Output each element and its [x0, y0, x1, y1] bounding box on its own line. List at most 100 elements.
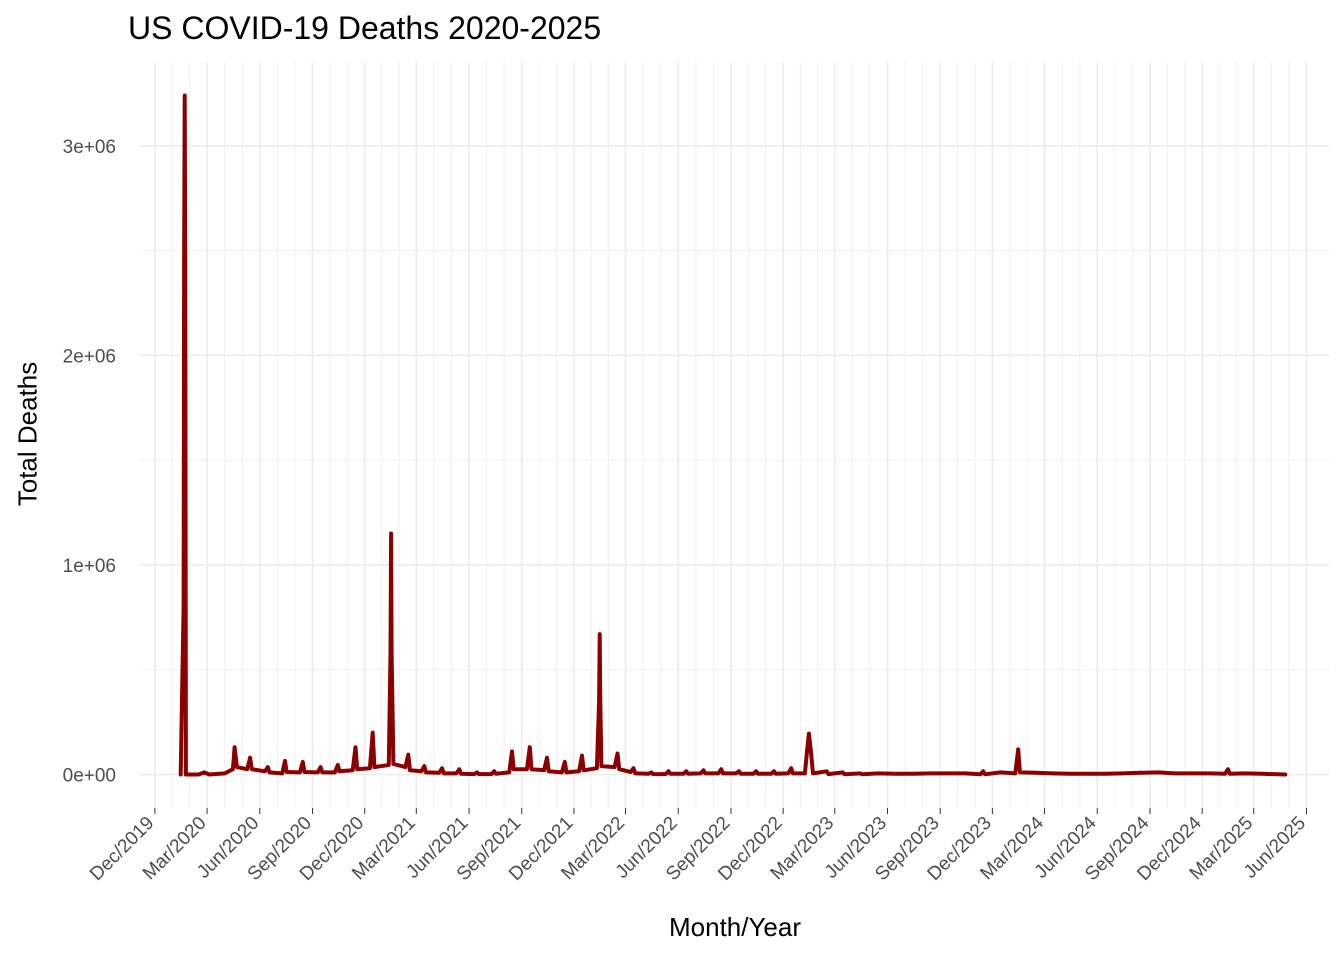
- data-point: [493, 770, 496, 773]
- data-point: [1228, 772, 1231, 775]
- data-point: [354, 746, 357, 749]
- data-point: [979, 773, 982, 776]
- data-point: [807, 732, 811, 735]
- y-tick-label: 1e+06: [63, 556, 116, 577]
- data-point: [598, 632, 601, 636]
- data-point: [1174, 772, 1177, 775]
- data-point: [1156, 771, 1160, 774]
- data-point: [408, 769, 412, 772]
- data-point: [235, 765, 239, 769]
- data-point: [577, 770, 581, 773]
- data-point: [407, 753, 410, 756]
- data-point: [368, 767, 372, 770]
- data-point: [303, 770, 306, 774]
- data-point: [685, 770, 688, 773]
- data-point: [512, 768, 515, 771]
- data-point: [618, 768, 621, 771]
- data-point: [438, 771, 441, 774]
- data-point: [455, 772, 458, 775]
- data-point: [752, 772, 755, 775]
- data-point: [1018, 771, 1022, 774]
- data-point: [947, 772, 950, 775]
- data-point: [803, 772, 807, 775]
- data-point: [179, 773, 182, 776]
- data-point: [1051, 772, 1054, 775]
- data-point: [223, 772, 226, 775]
- y-tick-label: 3e+06: [63, 137, 116, 158]
- data-point: [565, 771, 568, 774]
- data-point: [281, 772, 284, 775]
- data-point: [182, 605, 185, 608]
- data-point: [702, 769, 705, 772]
- data-point: [861, 773, 864, 776]
- data-point: [392, 762, 395, 766]
- data-point: [1121, 772, 1124, 775]
- data-point: [266, 765, 269, 769]
- data-point: [647, 772, 650, 775]
- data-point: [699, 772, 702, 775]
- data-point: [669, 772, 672, 775]
- data-point: [1244, 772, 1247, 775]
- data-point: [423, 764, 426, 768]
- data-point: [827, 772, 830, 776]
- data-point: [233, 746, 236, 749]
- data-point: [894, 772, 897, 775]
- data-point: [769, 772, 773, 775]
- data-point: [999, 771, 1002, 774]
- data-point: [319, 765, 322, 769]
- data-point: [477, 772, 480, 776]
- data-point: [542, 769, 546, 772]
- data-point: [203, 771, 206, 774]
- data-point: [613, 765, 616, 769]
- data-point: [371, 731, 374, 734]
- data-point: [1069, 772, 1072, 775]
- data-point: [911, 772, 914, 775]
- data-point: [600, 764, 603, 768]
- data-point: [351, 769, 354, 772]
- data-point: [459, 772, 463, 775]
- data-point: [717, 772, 720, 775]
- chart-title: US COVID-19 Deaths 2020-2025: [128, 10, 602, 46]
- data-point: [982, 770, 985, 773]
- data-point: [184, 266, 187, 269]
- data-point: [790, 767, 793, 770]
- data-point: [208, 773, 211, 776]
- data-point: [547, 770, 550, 773]
- data-point: [843, 773, 846, 776]
- data-point: [929, 772, 932, 775]
- data-point: [404, 765, 407, 769]
- data-point: [859, 772, 862, 775]
- data-point: [964, 772, 967, 775]
- data-point: [791, 772, 795, 775]
- data-point: [298, 771, 302, 774]
- data-point: [475, 771, 479, 774]
- data-point: [316, 771, 319, 774]
- data-point: [510, 750, 514, 753]
- data-point: [250, 768, 253, 771]
- data-point: [734, 772, 738, 775]
- data-point: [1223, 772, 1227, 775]
- data-point: [494, 772, 498, 775]
- data-point: [595, 767, 599, 770]
- data-point: [197, 773, 200, 776]
- data-point: [1014, 772, 1017, 775]
- data-point: [704, 772, 707, 775]
- data-point: [1260, 772, 1264, 775]
- data-point: [248, 756, 252, 759]
- data-point: [333, 771, 337, 774]
- data-point: [268, 771, 271, 774]
- data-point: [739, 772, 742, 775]
- data-point: [390, 651, 393, 655]
- data-point: [682, 772, 685, 775]
- data-point: [184, 773, 188, 776]
- data-point: [720, 768, 723, 771]
- data-point: [632, 767, 635, 770]
- data-point: [420, 770, 423, 773]
- data-point: [811, 772, 815, 775]
- data-point: [424, 771, 428, 774]
- data-point: [806, 748, 809, 751]
- data-point: [651, 772, 655, 776]
- data-point: [686, 772, 690, 775]
- data-point: [283, 759, 287, 763]
